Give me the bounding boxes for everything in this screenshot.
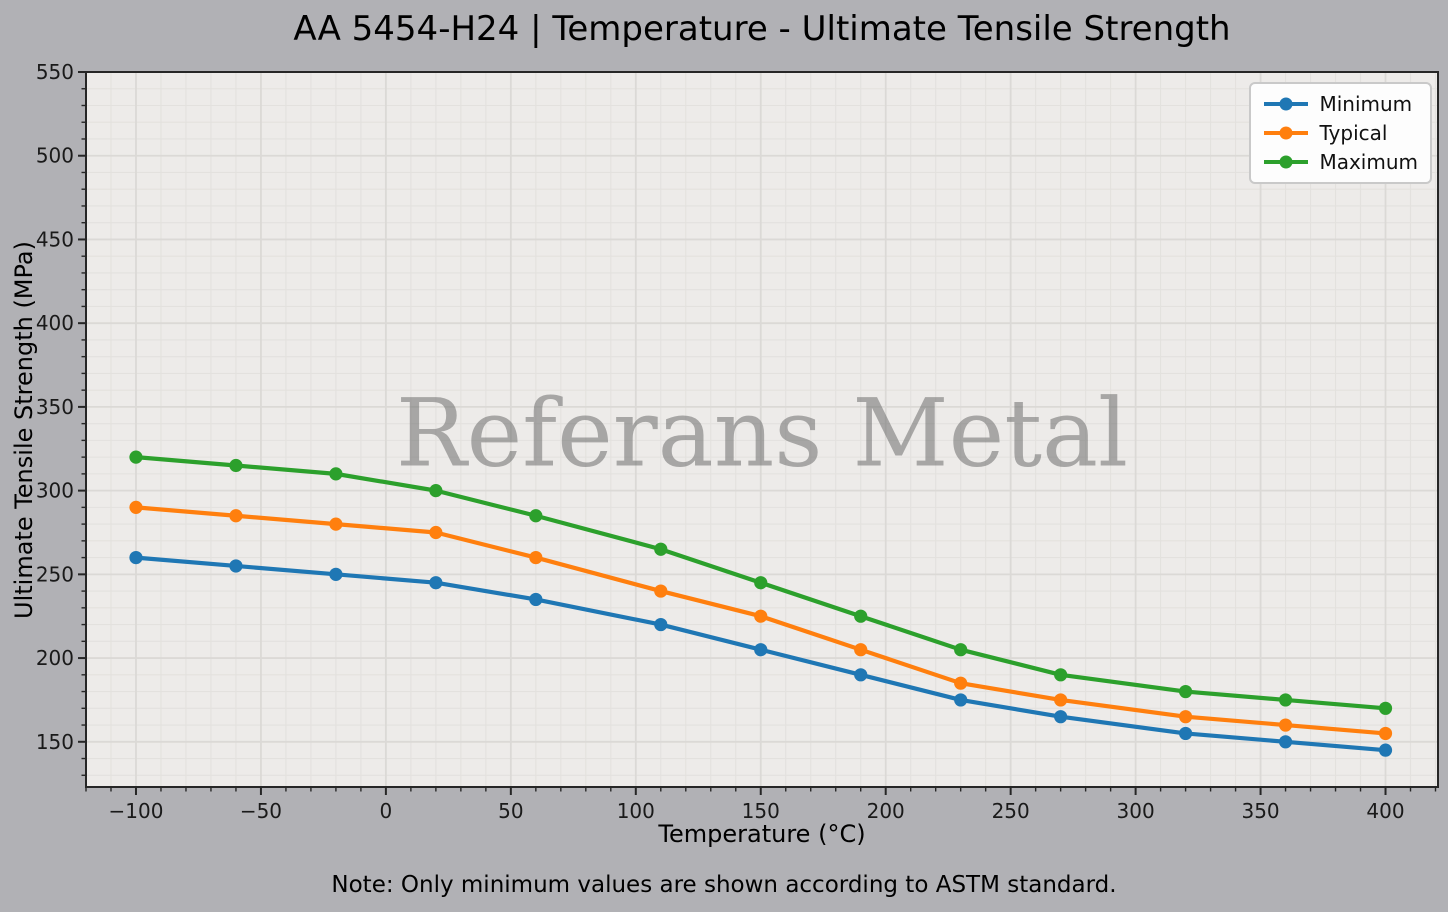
y-tick-label: 350 — [36, 395, 74, 419]
data-point — [129, 500, 143, 514]
axes-spines — [85, 71, 1439, 788]
data-point — [1178, 726, 1193, 741]
legend-marker — [1279, 97, 1293, 111]
data-point — [329, 467, 343, 481]
data-point — [1378, 743, 1393, 757]
x-tick-label: −50 — [240, 799, 282, 823]
y-axis-label: Ultimate Tensile Strength (MPa) — [10, 241, 38, 619]
y-tick-label: 300 — [36, 479, 74, 503]
legend-swatch-icon — [1264, 126, 1309, 140]
series-maximum — [129, 450, 1393, 715]
data-point — [854, 609, 868, 623]
x-tick-label: 150 — [742, 799, 780, 823]
x-tick-label: 250 — [992, 799, 1030, 823]
x-axis-label: Temperature (°C) — [658, 820, 866, 848]
data-point — [1378, 726, 1393, 741]
data-point — [229, 458, 243, 473]
data-point — [129, 550, 143, 565]
legend-label: Typical — [1319, 121, 1388, 145]
data-point — [854, 643, 868, 657]
series-minimum — [129, 550, 1393, 757]
legend-item-minimum: Minimum — [1263, 92, 1418, 116]
data-point — [1054, 693, 1068, 707]
x-tick-label: 0 — [380, 799, 393, 823]
y-tick-label: 400 — [36, 311, 74, 335]
axis-ticks — [78, 71, 1437, 795]
x-tick-label: 50 — [498, 799, 523, 823]
data-point — [1278, 718, 1293, 732]
data-point — [529, 550, 543, 565]
data-point — [129, 450, 143, 464]
data-point — [954, 676, 968, 690]
data-point — [1278, 693, 1293, 707]
data-point — [754, 609, 768, 623]
data-point — [954, 643, 968, 657]
data-point — [1278, 735, 1293, 749]
legend: Minimum Typical Maximum — [1249, 82, 1432, 184]
data-point — [654, 542, 668, 556]
legend-swatch-icon — [1264, 97, 1309, 111]
legend-label: Maximum — [1319, 150, 1418, 174]
legend-swatch-icon — [1264, 155, 1309, 169]
data-point — [854, 668, 868, 682]
legend-marker — [1279, 126, 1293, 140]
data-point — [654, 617, 668, 632]
data-point — [1054, 710, 1068, 724]
y-tick-label: 200 — [36, 646, 74, 670]
x-tick-label: 400 — [1366, 799, 1404, 823]
y-tick-label: 550 — [36, 60, 74, 84]
data-point — [329, 567, 343, 581]
x-tick-label: −100 — [109, 799, 164, 823]
data-point — [1378, 701, 1393, 715]
x-tick-label: 350 — [1241, 799, 1279, 823]
chart-title: AA 5454-H24 | Temperature - Ultimate Ten… — [293, 9, 1231, 49]
grid-minor — [85, 72, 1438, 787]
data-point — [754, 643, 768, 657]
x-tick-labels: −100 −50 0 50 100 150 200 250 300 350 400 — [109, 799, 1405, 823]
y-tick-label: 150 — [36, 730, 74, 754]
data-point — [329, 517, 343, 531]
y-tick-label: 500 — [36, 144, 74, 168]
data-point — [1054, 668, 1068, 682]
legend-item-maximum: Maximum — [1263, 150, 1418, 174]
data-point — [754, 576, 768, 590]
data-point — [654, 584, 668, 598]
data-point — [229, 509, 243, 523]
watermark-text: Referans Metal — [396, 380, 1128, 489]
data-point — [529, 509, 543, 523]
legend-item-typical: Typical — [1263, 121, 1418, 145]
data-point — [429, 525, 443, 540]
legend-label: Minimum — [1319, 92, 1413, 116]
x-tick-label: 100 — [617, 799, 655, 823]
data-point — [1178, 684, 1193, 699]
y-tick-label: 450 — [36, 227, 74, 251]
data-point — [954, 693, 968, 707]
data-point — [429, 484, 443, 498]
legend-marker — [1279, 155, 1293, 169]
data-point — [229, 559, 243, 573]
x-tick-label: 200 — [867, 799, 905, 823]
footnote: Note: Only minimum values are shown acco… — [331, 872, 1117, 898]
data-point — [529, 592, 543, 607]
series-typical — [129, 500, 1393, 741]
y-tick-labels: 150 200 250 300 350 400 450 500 550 — [36, 60, 74, 754]
data-point — [429, 576, 443, 590]
x-tick-label: 300 — [1117, 799, 1155, 823]
data-point — [1178, 710, 1193, 724]
y-tick-label: 250 — [36, 562, 74, 586]
